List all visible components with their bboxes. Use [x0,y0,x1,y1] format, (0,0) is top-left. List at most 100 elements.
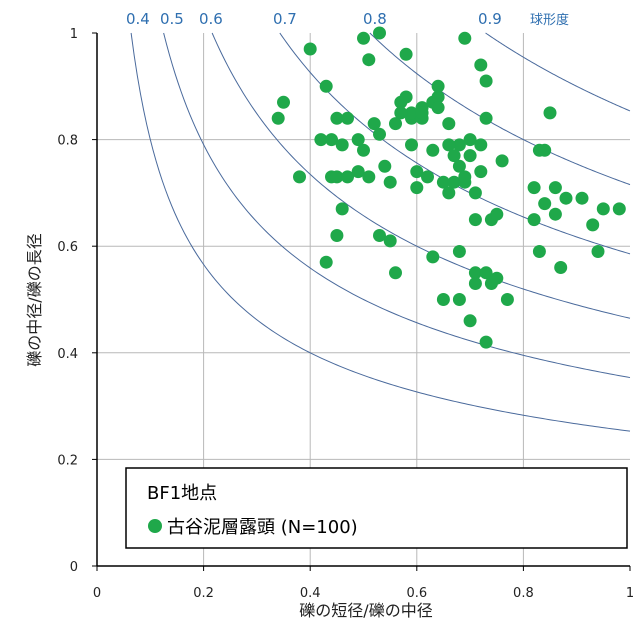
data-point-68 [474,58,488,72]
y-tick-label-0: 0 [70,560,78,575]
data-point-41 [426,250,440,264]
data-point-2 [293,170,306,184]
y-tick-label-1: 0.2 [57,453,78,468]
data-point-11 [335,138,349,152]
data-point-63 [468,277,482,290]
sphericity-title: 球形度 [530,12,569,28]
data-point-70 [479,266,493,280]
data-point-40 [421,170,434,184]
data-point-95 [341,111,354,125]
data-point-30 [399,47,413,61]
data-point-99 [458,170,472,184]
data-point-52 [447,149,461,163]
data-point-64 [468,213,482,227]
data-point-16 [351,133,365,147]
data-point-69 [479,335,493,349]
sphericity-curve-4 [369,32,631,186]
data-point-23 [373,229,386,242]
data-point-26 [383,234,397,248]
data-point-0 [271,111,285,125]
data-point-86 [548,181,562,195]
data-point-94 [612,202,626,216]
data-point-24 [378,159,392,173]
data-point-48 [436,175,450,189]
data-point-92 [591,245,605,258]
data-point-8 [330,111,344,125]
y-tick-label-2: 0.4 [57,347,78,362]
data-point-97 [394,106,408,120]
sphericity-label-0: 0.4 [126,10,150,28]
data-point-42 [426,143,440,157]
data-point-4 [314,133,328,147]
data-point-39 [415,106,429,120]
sphericity-label-2: 0.6 [199,10,223,28]
data-point-12 [341,170,354,184]
data-point-82 [532,245,546,258]
data-point-60 [463,149,477,163]
data-point-13 [330,229,344,242]
data-point-65 [468,186,482,200]
data-point-46 [431,101,445,115]
data-point-93 [596,202,610,216]
legend-marker [148,519,162,533]
x-tick-label-1: 0.2 [193,586,214,601]
y-tick-label-4: 0.8 [57,134,78,149]
data-point-44 [431,90,445,104]
data-point-20 [367,117,381,131]
data-point-77 [495,154,509,168]
legend-entry: 古谷泥層露頭 (N=100) [167,517,358,538]
data-point-15 [351,165,365,179]
data-point-1 [277,95,290,109]
data-point-88 [554,261,568,274]
y-tick-label-3: 0.6 [57,240,78,255]
data-point-87 [548,207,562,221]
x-axis-title: 礫の短径/礫の中径 [299,601,432,620]
x-tick-label-2: 0.4 [300,586,321,601]
data-point-58 [458,31,472,45]
data-point-67 [474,138,488,152]
data-point-22 [373,127,386,141]
data-point-75 [490,271,504,285]
x-tick-label-5: 1 [626,586,634,601]
data-point-66 [474,165,488,179]
data-point-98 [442,138,456,152]
data-point-50 [442,117,456,131]
sphericity-label-3: 0.7 [273,10,297,28]
data-point-49 [442,186,456,200]
data-point-78 [500,293,514,306]
tick-labels: 0 0.2 0.4 0.6 0.8 1 0 0.2 0.4 0.6 0.8 1 [57,27,634,601]
data-point-7 [325,133,338,147]
data-point-14 [319,255,333,269]
data-point-3 [303,42,317,56]
sphericity-label-5: 0.9 [478,10,502,28]
data-point-51 [447,175,461,189]
axes [92,32,631,571]
data-point-59 [463,314,477,328]
data-point-31 [399,90,413,104]
data-point-17 [357,31,370,45]
data-point-47 [436,293,450,306]
legend-box [125,467,628,549]
data-points [271,26,626,349]
data-point-27 [389,266,402,280]
legend-title: BF1地点 [147,483,217,504]
data-point-10 [335,202,349,216]
x-tick-label-4: 0.8 [513,586,534,601]
data-point-45 [431,79,445,93]
sphericity-curve-5 [485,32,631,112]
data-point-84 [538,143,552,157]
data-point-96 [362,170,376,184]
sphericity-curve-2 [211,32,631,319]
data-point-9 [330,170,344,184]
data-point-36 [410,165,424,179]
data-point-35 [410,181,424,195]
sphericity-curve-1 [163,32,631,379]
data-point-21 [373,26,386,40]
data-point-90 [575,191,589,205]
data-point-71 [479,74,493,88]
sphericity-label-4: 0.8 [363,10,387,28]
data-point-25 [383,175,397,189]
sphericity-curves [130,32,631,432]
data-point-80 [527,213,541,227]
